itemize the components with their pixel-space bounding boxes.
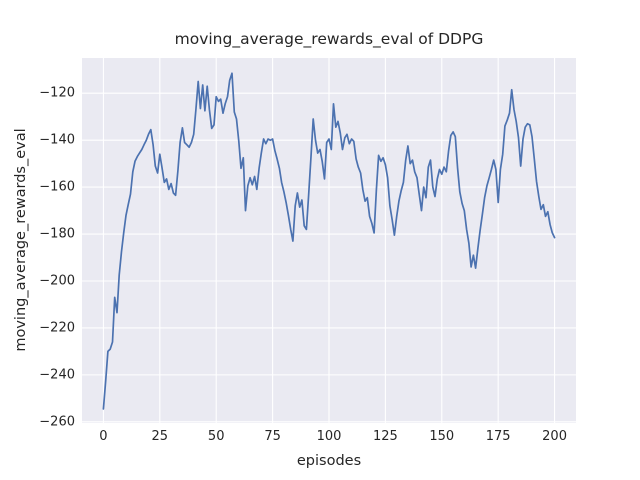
y-tick-label: −240 — [39, 367, 75, 383]
x-tick-label: 175 — [485, 429, 511, 444]
y-tick-label: −220 — [39, 320, 75, 336]
y-tick-label: −120 — [39, 85, 75, 101]
y-axis-label: moving_average_rewards_eval — [13, 128, 29, 352]
x-tick-label: 0 — [99, 429, 108, 444]
y-tick-label: −140 — [39, 132, 75, 148]
x-tick-label: 200 — [542, 429, 567, 444]
x-tick-label: 25 — [151, 429, 169, 444]
x-tick-label: 75 — [264, 429, 281, 444]
y-tick-label: −200 — [39, 273, 75, 289]
chart-title: moving_average_rewards_eval of DDPG — [174, 30, 484, 48]
y-tick-label: −160 — [39, 179, 75, 195]
y-tick-label: −260 — [39, 414, 75, 430]
y-tick-label: −180 — [39, 226, 75, 242]
x-tick-label: 125 — [372, 429, 398, 444]
reward-line — [102, 72, 556, 410]
x-tick-label: 150 — [429, 429, 455, 444]
x-tick-label: 50 — [207, 429, 225, 444]
x-axis-label: episodes — [296, 453, 362, 469]
x-tick-label: 100 — [316, 429, 342, 444]
